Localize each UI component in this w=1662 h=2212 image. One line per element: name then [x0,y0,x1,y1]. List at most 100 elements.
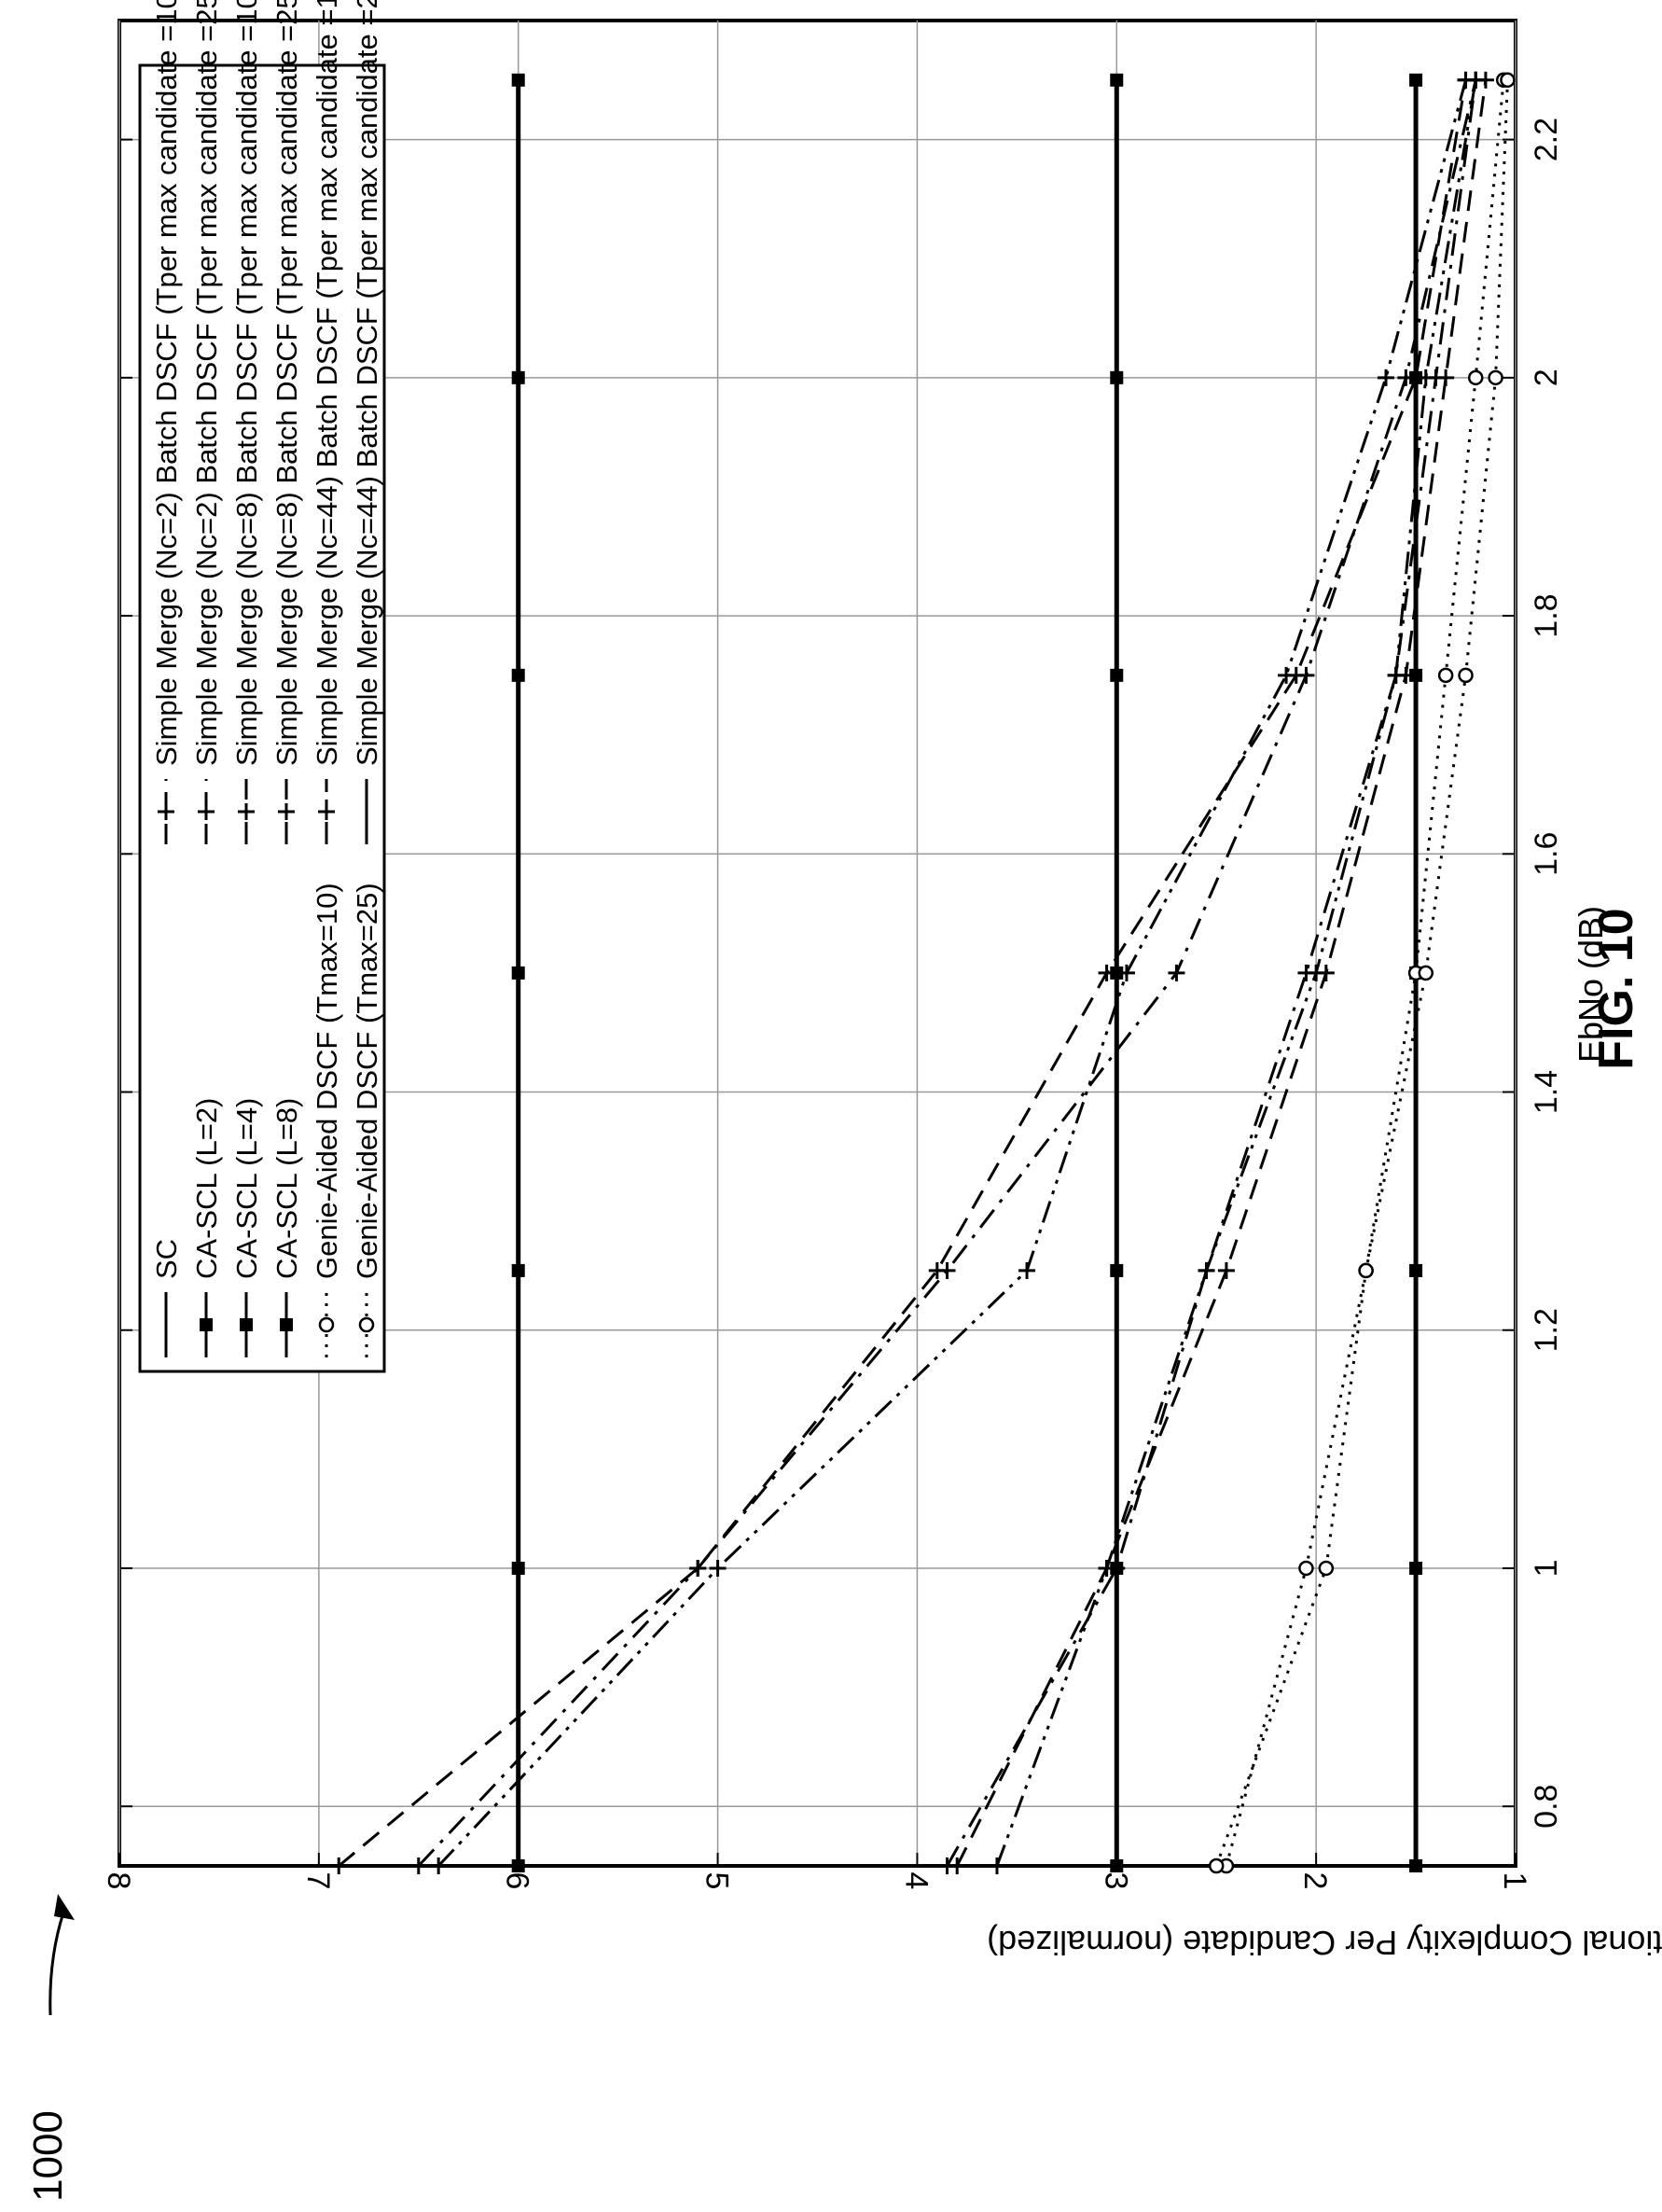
legend-label: Simple Merge (Nc=44) Batch DSCF (Tper ma… [351,0,383,766]
reference-arrow [48,1894,75,2016]
data-point [1297,666,1315,684]
legend: SC CA-SCL (L=2) CA-SCL (L=4) CA-SCL (L=8) Ge… [138,0,386,1373]
data-point [1217,1261,1235,1279]
data-point [240,1318,253,1331]
x-tick-label: 1.2 [1529,1308,1564,1352]
data-point [1098,1559,1115,1577]
data-point [1208,1857,1225,1874]
data-point [511,1263,525,1277]
data-point [1110,668,1124,682]
legend-entry: Simple Merge (Nc=44) Batch DSCF (Tper ma… [311,0,343,844]
legend-label: CA-SCL (L=4) [230,1098,263,1279]
data-point [200,1318,213,1331]
data-point [511,966,525,980]
series-line [1208,72,1516,1874]
legend-label: CA-SCL (L=2) [190,1098,223,1279]
data-point [280,1318,293,1331]
data-point [1488,369,1503,386]
data-point [938,1261,956,1279]
data-point [938,1857,956,1874]
data-point [198,803,215,820]
data-point [1467,369,1484,386]
y-tick-label: 6 [500,1872,535,1890]
data-point [1098,964,1115,981]
data-point [1110,1859,1124,1872]
legend-label: Simple Merge (Nc=44) Batch DSCF (Tper ma… [311,0,343,766]
legend-entry: Simple Merge (Nc=2) Batch DSCF (Tper max… [190,0,223,844]
data-point [1500,72,1516,89]
x-tick-label: 1 [1529,1560,1564,1578]
data-point [1110,73,1124,87]
x-tick-label: 1.4 [1529,1070,1564,1114]
legend-label: SC [150,1239,183,1279]
legend-label: Simple Merge (Nc=8) Batch DSCF (Tper max… [230,0,263,766]
legend-label: Genie-Aided DSCF (Tmax=25) [351,883,383,1279]
data-point [330,1857,348,1874]
y-tick-label: 4 [898,1872,934,1890]
data-point [1318,1560,1335,1577]
x-tick-label: 2.2 [1529,118,1564,161]
series-line [430,71,1475,1874]
data-point [1397,369,1415,386]
legend-label: CA-SCL (L=8) [270,1098,303,1279]
data-point [409,1857,427,1874]
figure-reference-label: 1000 [25,2110,71,2202]
legend-entry: Genie-Aided DSCF (Tmax=10) [311,883,343,1357]
y-tick-label: 3 [1098,1872,1133,1890]
legend-box [138,63,386,1373]
data-point [1377,369,1394,386]
x-tick-label: 0.8 [1529,1785,1564,1829]
x-tick-label: 1.6 [1529,832,1564,876]
data-point [511,1561,525,1575]
figure-caption: FIG. 10 [1589,908,1643,1069]
data-point [689,1559,707,1577]
data-point [1458,667,1474,684]
data-point [1457,71,1475,89]
data-point [1417,369,1434,386]
legend-label: Simple Merge (Nc=8) Batch DSCF (Tper max… [270,0,303,766]
legend-label: Genie-Aided DSCF (Tmax=10) [311,883,343,1279]
legend-entry: Simple Merge (Nc=8) Batch DSCF (Tper max… [270,0,303,844]
legend-entry: Simple Merge (Nc=2) Batch DSCF (Tper max… [150,0,183,844]
data-point [1168,964,1185,981]
data-point [1110,966,1124,980]
y-tick-label: 5 [699,1872,735,1890]
data-point [511,668,525,682]
data-point [1298,1560,1314,1577]
legend-entry: Simple Merge (Nc=8) Batch DSCF (Tper max… [230,0,263,844]
data-point [158,803,174,820]
data-point [1278,666,1295,684]
legend-entry: Genie-Aided DSCF (Tmax=25) [351,883,383,1357]
data-point [709,1559,727,1577]
data-point [511,73,525,87]
data-point [988,1857,1005,1874]
x-axis-label: EbNo (dB) [1572,906,1610,1063]
series-line [988,71,1485,1874]
legend-label: Simple Merge (Nc=2) Batch DSCF (Tper max… [150,0,183,766]
data-point [1198,1261,1215,1279]
data-point [1110,1263,1124,1277]
data-point [1409,73,1423,87]
data-point [1387,666,1405,684]
data-point [238,803,255,820]
data-point [1117,964,1135,981]
data-point [1110,370,1124,384]
series-line [511,73,525,1872]
data-point [511,1859,525,1872]
legend-entry: CA-SCL (L=8) [270,1098,303,1357]
series-line [1218,72,1512,1874]
y-tick-label: 2 [1297,1872,1333,1890]
data-point [358,1316,375,1333]
y-tick-label: 7 [300,1872,336,1890]
data-point [1409,1263,1423,1277]
series-line [938,71,1485,1874]
legend-entry: CA-SCL (L=4) [230,1098,263,1357]
data-point [278,803,295,820]
data-point [1308,964,1325,981]
data-point [511,370,525,384]
data-point [318,803,335,820]
data-point [1018,1261,1036,1279]
y-axis-label: Average Computional Complexity Per Candi… [987,1924,1662,1962]
axis-tick-labels: 0.8 1 1.2 1.4 1.6 1.8 2 2.2 1 2 3 4 5 6 7 8 [101,118,1564,1889]
